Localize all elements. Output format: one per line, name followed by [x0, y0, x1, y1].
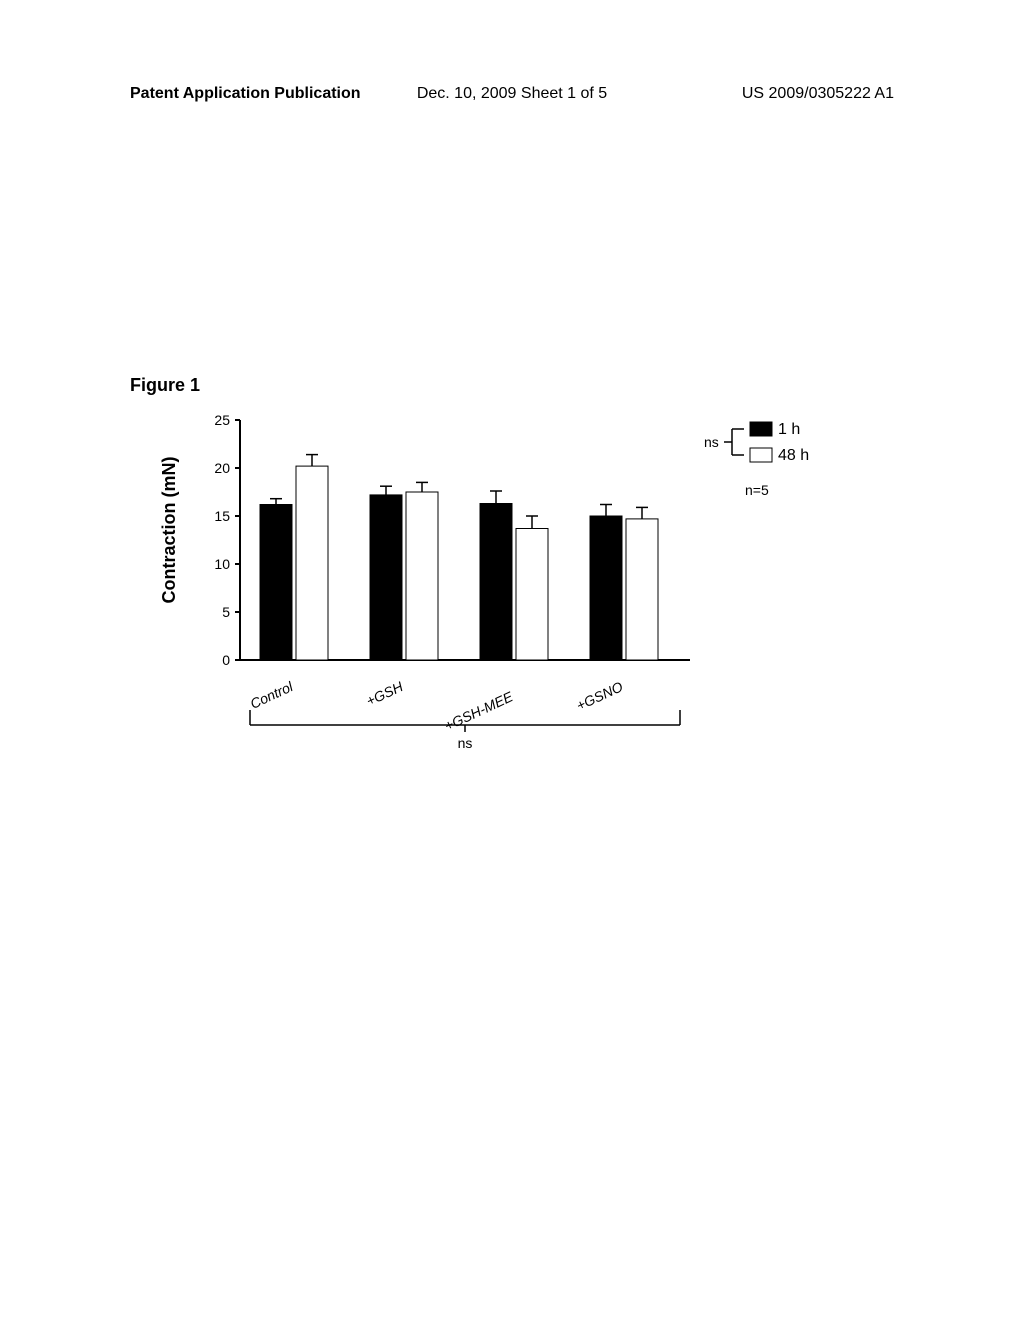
- bar-control-1h: [260, 505, 292, 661]
- y-axis-label: Contraction (mN): [159, 457, 179, 604]
- y-tick-5: 5: [222, 604, 230, 620]
- bar-gshmee-1h: [480, 504, 512, 661]
- x-label-control: Control: [248, 678, 296, 712]
- y-tick-25: 25: [214, 412, 230, 428]
- legend: 1 h 48 h ns: [704, 421, 809, 464]
- x-label-gsno: +GSNO: [574, 678, 626, 713]
- legend-ns-label: ns: [704, 434, 719, 450]
- bar-group-control: [260, 455, 328, 660]
- bar-group-gsh: [370, 482, 438, 660]
- legend-box-48h: [750, 448, 772, 462]
- chart-container: Contraction (mN) 0 5 10 15 20: [150, 400, 850, 800]
- y-tick-10: 10: [214, 556, 230, 572]
- n-annotation: n=5: [745, 482, 769, 498]
- bar-group-gsno: [590, 505, 658, 661]
- legend-box-1h: [750, 422, 772, 436]
- y-tick-15: 15: [214, 508, 230, 524]
- header-right: US 2009/0305222 A1: [742, 85, 894, 103]
- header-left: Patent Application Publication: [130, 85, 361, 103]
- header-center: Dec. 10, 2009 Sheet 1 of 5: [417, 85, 607, 103]
- legend-label-48h: 48 h: [778, 447, 809, 464]
- bar-group-gshmee: [480, 491, 548, 660]
- bar-gsh-48h: [406, 492, 438, 660]
- bar-chart: Contraction (mN) 0 5 10 15 20: [150, 400, 850, 800]
- y-ticks: 0 5 10 15 20 25: [214, 412, 240, 668]
- bar-gsno-1h: [590, 516, 622, 660]
- bar-control-48h: [296, 466, 328, 660]
- figure-title: Figure 1: [130, 375, 200, 396]
- bar-gsh-1h: [370, 495, 402, 660]
- bar-gsno-48h: [626, 519, 658, 660]
- x-label-gsh: +GSH: [364, 678, 406, 709]
- bar-gshmee-48h: [516, 529, 548, 661]
- y-tick-0: 0: [222, 652, 230, 668]
- bottom-ns-label: ns: [458, 735, 473, 751]
- y-tick-20: 20: [214, 460, 230, 476]
- x-label-gshmee: +GSH-MEE: [442, 688, 516, 734]
- legend-label-1h: 1 h: [778, 421, 800, 438]
